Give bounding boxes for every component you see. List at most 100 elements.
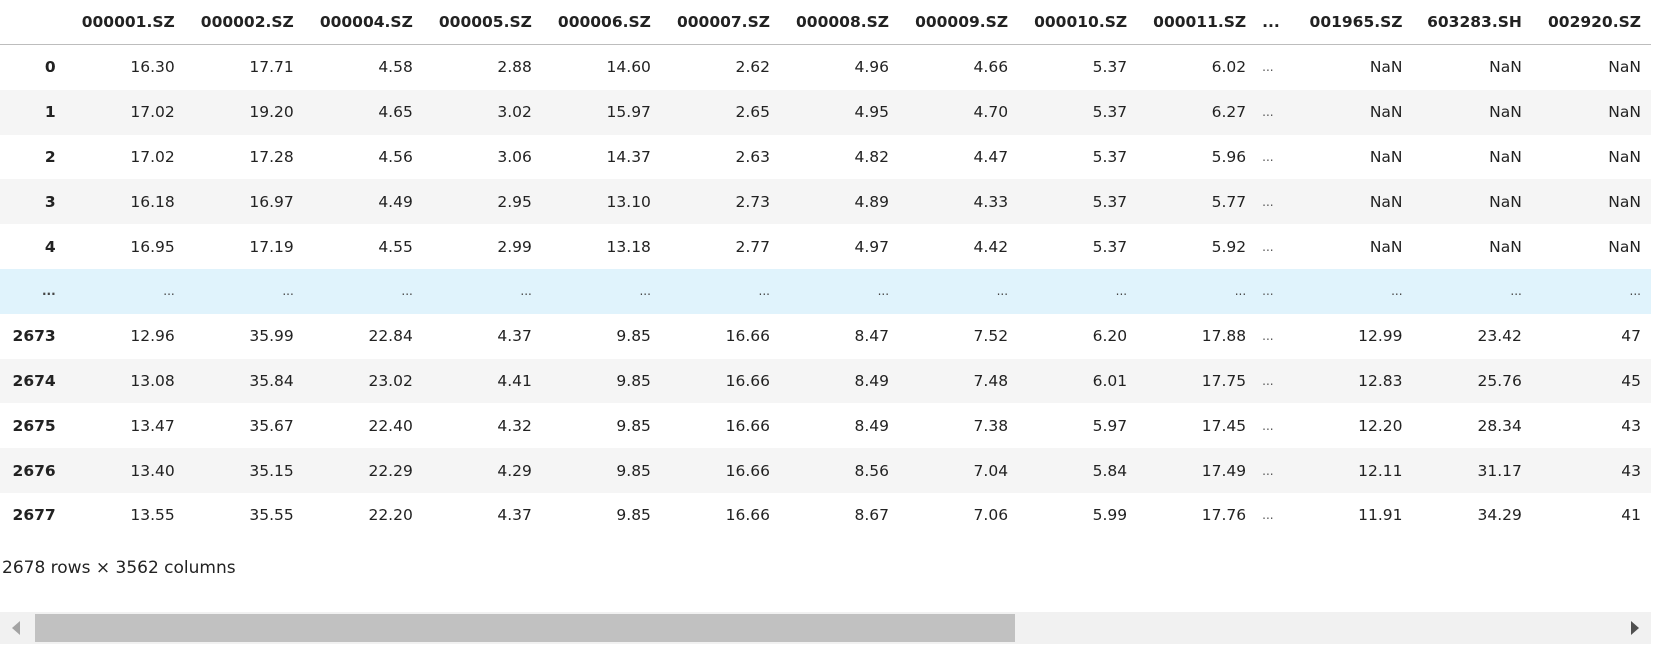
table-cell: 5.37 [1092, 58, 1128, 77]
table-cell: ... [1262, 418, 1274, 433]
table-cell: 13.18 [606, 237, 651, 256]
table-cell: 17.28 [249, 147, 294, 166]
table-cell: 35.67 [249, 416, 294, 435]
table-cell: 16.97 [249, 192, 294, 211]
column-header: 000007.SZ [660, 0, 780, 45]
table-cell: 7.52 [973, 327, 1009, 346]
table-cell: 12.11 [1358, 461, 1403, 480]
row-index: 2676 [12, 461, 56, 480]
table-cell: ... [163, 284, 175, 299]
scroll-right-arrow-icon[interactable] [1631, 621, 1639, 635]
table-cell: 4.32 [497, 416, 532, 435]
table-cell: 13.55 [130, 506, 175, 525]
row-index: 3 [44, 192, 56, 211]
table-cell: 45 [1621, 371, 1641, 390]
table-cell: 4.95 [854, 103, 890, 122]
table-cell: 13.08 [130, 371, 175, 390]
table-cell: NaN [1608, 192, 1641, 211]
table-cell: 5.37 [1092, 192, 1128, 211]
table-cell: 6.02 [1211, 58, 1247, 77]
table-cell: NaN [1608, 58, 1641, 77]
table-cell: ... [1629, 284, 1641, 299]
table-cell: NaN [1369, 103, 1403, 122]
table-cell: ... [1234, 284, 1247, 299]
column-header: 000005.SZ [422, 0, 542, 45]
table-cell: 3.06 [497, 147, 532, 166]
table-cell: 7.38 [973, 416, 1009, 435]
table-cell: 4.29 [497, 461, 532, 480]
column-header: 000001.SZ [65, 0, 185, 45]
table-cell: 9.85 [616, 327, 651, 346]
table-cell: 4.37 [497, 327, 532, 346]
table-cell: 17.88 [1201, 327, 1247, 346]
table-cell: NaN [1489, 192, 1522, 211]
table-cell: 12.99 [1358, 327, 1403, 346]
row-index: 2675 [12, 416, 56, 435]
table-cell: 8.56 [854, 461, 890, 480]
table-cell: 22.29 [368, 461, 413, 480]
horizontal-scrollbar[interactable] [0, 612, 1651, 644]
header-row: 000001.SZ 000002.SZ 000004.SZ 000005.SZ 0000… [0, 0, 1651, 45]
table-cell: NaN [1489, 237, 1522, 256]
table-cell: 23.02 [368, 371, 413, 390]
table-cell: 16.66 [725, 461, 770, 480]
dataframe-shape: 2678 rows × 3562 columns [2, 558, 236, 578]
table-cell: 5.97 [1092, 416, 1128, 435]
table-cell: 17.49 [1201, 461, 1247, 480]
table-row: 2676 13.40 35.15 22.29 4.29 9.85 16.66 8.56 7.04… [0, 448, 1651, 493]
table-cell: 4.66 [973, 58, 1009, 77]
table-cell: NaN [1489, 147, 1522, 166]
column-header: 000002.SZ [184, 0, 304, 45]
table-cell: ... [1262, 373, 1274, 388]
table-row: 2673 12.96 35.99 22.84 4.37 9.85 16.66 8.47 7.52… [0, 314, 1651, 359]
table-cell: 5.99 [1092, 506, 1128, 525]
table-cell: NaN [1369, 58, 1403, 77]
table-cell: 13.10 [606, 192, 651, 211]
table-cell: 4.47 [973, 147, 1009, 166]
table-cell: 12.83 [1358, 371, 1403, 390]
table-cell: ... [1262, 284, 1274, 299]
table-cell: 34.29 [1477, 506, 1522, 525]
table-cell: 13.40 [130, 461, 175, 480]
column-header: 000004.SZ [303, 0, 423, 45]
table-cell: 2.77 [735, 237, 770, 256]
table-cell: 47 [1621, 327, 1641, 346]
table-cell: 2.73 [735, 192, 770, 211]
table-cell: 4.89 [854, 192, 890, 211]
table-cell: 12.96 [130, 327, 175, 346]
table-cell: 35.55 [249, 506, 294, 525]
table-cell: 22.20 [368, 506, 413, 525]
table-cell: 9.85 [616, 416, 651, 435]
table-cell: 25.76 [1477, 371, 1522, 390]
table-cell: ... [1391, 284, 1403, 299]
table-cell: 35.84 [249, 371, 294, 390]
table-cell: 8.67 [854, 506, 890, 525]
table-cell: 4.97 [854, 237, 890, 256]
row-index: 2 [44, 147, 56, 166]
table-cell: 11.91 [1358, 506, 1403, 525]
table-cell: NaN [1608, 147, 1641, 166]
table-cell: 5.92 [1211, 237, 1247, 256]
column-header: 000011.SZ [1137, 0, 1257, 45]
table-cell: 17.02 [130, 147, 175, 166]
table-cell: 5.37 [1092, 147, 1128, 166]
table-cell: NaN [1608, 103, 1641, 122]
scroll-left-arrow-icon[interactable] [12, 621, 20, 635]
table-cell: 16.30 [130, 58, 175, 77]
table-cell: ... [1262, 194, 1274, 209]
table-cell: 16.66 [725, 506, 770, 525]
scrollbar-thumb[interactable] [35, 614, 1015, 642]
table-row: 3 16.18 16.97 4.49 2.95 13.10 2.73 4.89 4.33 5.37… [0, 179, 1651, 225]
table-cell: 4.82 [854, 147, 890, 166]
table-cell: 4.96 [854, 58, 890, 77]
column-header: ... [1256, 0, 1294, 45]
table-cell: 6.27 [1211, 103, 1247, 122]
table-cell: 2.63 [735, 147, 770, 166]
table-row: 2674 13.08 35.84 23.02 4.41 9.85 16.66 8.49 7.48… [0, 358, 1651, 404]
table-cell: 7.48 [973, 371, 1009, 390]
column-header: 001965.SZ [1293, 0, 1413, 45]
table-cell: 22.84 [368, 327, 413, 346]
table-cell: NaN [1489, 58, 1522, 77]
table-cell: 8.49 [854, 371, 890, 390]
table-cell: 5.96 [1211, 147, 1247, 166]
